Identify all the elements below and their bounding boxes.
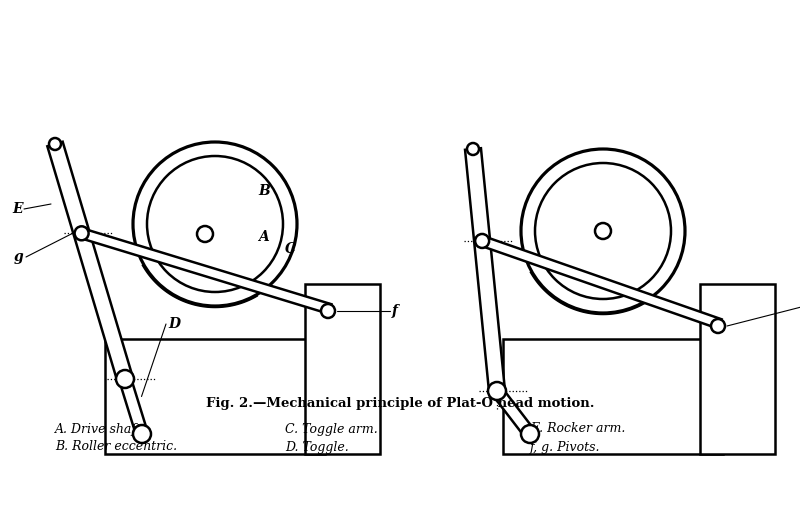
- Text: D: D: [168, 317, 180, 331]
- Circle shape: [467, 143, 479, 155]
- Text: B: B: [258, 184, 270, 198]
- Circle shape: [521, 425, 539, 443]
- Text: C. Toggle arm.: C. Toggle arm.: [285, 422, 378, 436]
- Text: B. Roller eccentric.: B. Roller eccentric.: [55, 440, 177, 454]
- Circle shape: [521, 149, 685, 313]
- Bar: [503, 339, 723, 454]
- Text: A: A: [258, 230, 269, 244]
- Text: g: g: [14, 250, 24, 264]
- Circle shape: [321, 304, 335, 318]
- Text: A. Drive shaft.: A. Drive shaft.: [55, 422, 146, 436]
- Polygon shape: [119, 377, 148, 436]
- Circle shape: [197, 226, 213, 242]
- Circle shape: [147, 156, 283, 292]
- Text: f, g. Pivots.: f, g. Pivots.: [530, 440, 601, 454]
- Text: f: f: [392, 304, 398, 318]
- Circle shape: [133, 142, 297, 306]
- Circle shape: [49, 138, 61, 150]
- Text: E. Rocker arm.: E. Rocker arm.: [530, 422, 626, 436]
- Bar: [700, 284, 775, 454]
- Text: Fig. 2.—Mechanical principle of Plat-O head motion.: Fig. 2.—Mechanical principle of Plat-O h…: [206, 398, 594, 410]
- Circle shape: [475, 234, 489, 248]
- Bar: [105, 339, 325, 454]
- Bar: [305, 284, 380, 454]
- Circle shape: [488, 382, 506, 400]
- Circle shape: [133, 425, 151, 443]
- Polygon shape: [481, 236, 722, 329]
- Text: D. Toggle.: D. Toggle.: [285, 440, 349, 454]
- Text: E: E: [12, 202, 22, 216]
- Circle shape: [595, 223, 611, 239]
- Polygon shape: [47, 142, 133, 381]
- Circle shape: [74, 227, 89, 240]
- Circle shape: [711, 319, 725, 333]
- Polygon shape: [465, 148, 505, 392]
- Circle shape: [535, 163, 671, 299]
- Text: C: C: [285, 242, 296, 256]
- Polygon shape: [492, 387, 534, 438]
- Polygon shape: [80, 229, 331, 314]
- Circle shape: [116, 370, 134, 388]
